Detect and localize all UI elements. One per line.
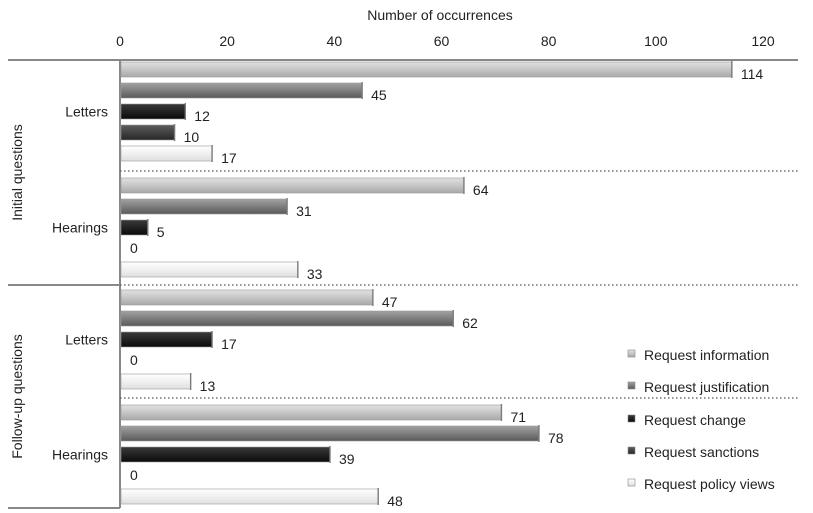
category-label: Hearings xyxy=(52,220,108,236)
bar-value-label: 17 xyxy=(221,336,237,352)
x-tick-labels: 0 20 40 60 80 100 120 xyxy=(116,33,775,49)
bar xyxy=(120,289,374,306)
x-axis-title: Number of occurrences xyxy=(367,7,513,23)
bar-value-label: 48 xyxy=(387,493,403,509)
bar-value-label: 10 xyxy=(184,129,200,145)
x-tick-label: 20 xyxy=(219,33,235,49)
bar xyxy=(120,404,502,421)
bar-value-label: 71 xyxy=(510,409,526,425)
bar-value-label: 78 xyxy=(548,430,564,446)
bar-value-label: 39 xyxy=(339,451,355,467)
bar-value-label: 31 xyxy=(296,203,312,219)
category-labels: Letters Hearings Initial questions Letters H… xyxy=(9,104,108,463)
bar xyxy=(120,373,191,390)
legend-label: Request justification xyxy=(644,379,769,395)
bar-value-label: 33 xyxy=(307,266,323,282)
legend-swatch xyxy=(627,446,636,455)
bar xyxy=(120,331,213,348)
x-tick-label: 80 xyxy=(541,33,557,49)
group-label: Initial questions xyxy=(9,124,25,221)
bar-value-label: 5 xyxy=(157,224,165,240)
category-label: Letters xyxy=(65,332,108,348)
legend-label: Request change xyxy=(644,412,746,428)
legend-label: Request information xyxy=(644,347,769,363)
legend: Request information Request justification… xyxy=(627,347,775,492)
legend-label: Request sanctions xyxy=(644,444,759,460)
bar-value-label: 13 xyxy=(200,378,216,394)
bar-value-label: 0 xyxy=(130,467,138,483)
legend-label: Request policy views xyxy=(644,476,775,492)
bar xyxy=(120,310,454,327)
category-label: Letters xyxy=(65,104,108,120)
group-separators xyxy=(120,170,798,399)
bar xyxy=(120,145,213,162)
legend-swatch xyxy=(627,478,636,487)
bar-value-label: 0 xyxy=(130,352,138,368)
bar-value-label: 17 xyxy=(221,150,237,166)
bar-value-label: 0 xyxy=(130,240,138,256)
bar-value-label: 12 xyxy=(194,108,210,124)
bar xyxy=(120,219,149,236)
x-tick-label: 120 xyxy=(751,33,775,49)
bar xyxy=(120,446,331,463)
legend-swatch xyxy=(627,414,636,423)
bar-value-label: 45 xyxy=(371,87,387,103)
legend-swatch xyxy=(627,381,636,390)
plot-frame xyxy=(8,59,798,509)
x-tick-label: 0 xyxy=(116,33,124,49)
bar-value-label: 47 xyxy=(382,294,398,310)
bar xyxy=(120,82,363,99)
bars: 114 45 12 10 17 64 31 5 0 33 47 62 17 0 13 71 78 39 0 48 xyxy=(120,61,764,509)
group-label: Follow-up questions xyxy=(9,334,25,459)
bar xyxy=(120,103,186,120)
bar xyxy=(120,198,288,215)
bar xyxy=(120,261,299,278)
bar-value-label: 64 xyxy=(473,182,489,198)
bar xyxy=(120,425,540,442)
x-tick-label: 100 xyxy=(644,33,668,49)
bar xyxy=(120,177,465,194)
bar-value-label: 62 xyxy=(462,315,478,331)
legend-swatch xyxy=(627,349,636,358)
x-tick-label: 60 xyxy=(434,33,450,49)
bar xyxy=(120,61,733,78)
bar-value-label: 114 xyxy=(741,66,764,82)
bar xyxy=(120,488,379,505)
bar xyxy=(120,124,175,141)
x-tick-label: 40 xyxy=(327,33,343,49)
category-label: Hearings xyxy=(52,447,108,463)
